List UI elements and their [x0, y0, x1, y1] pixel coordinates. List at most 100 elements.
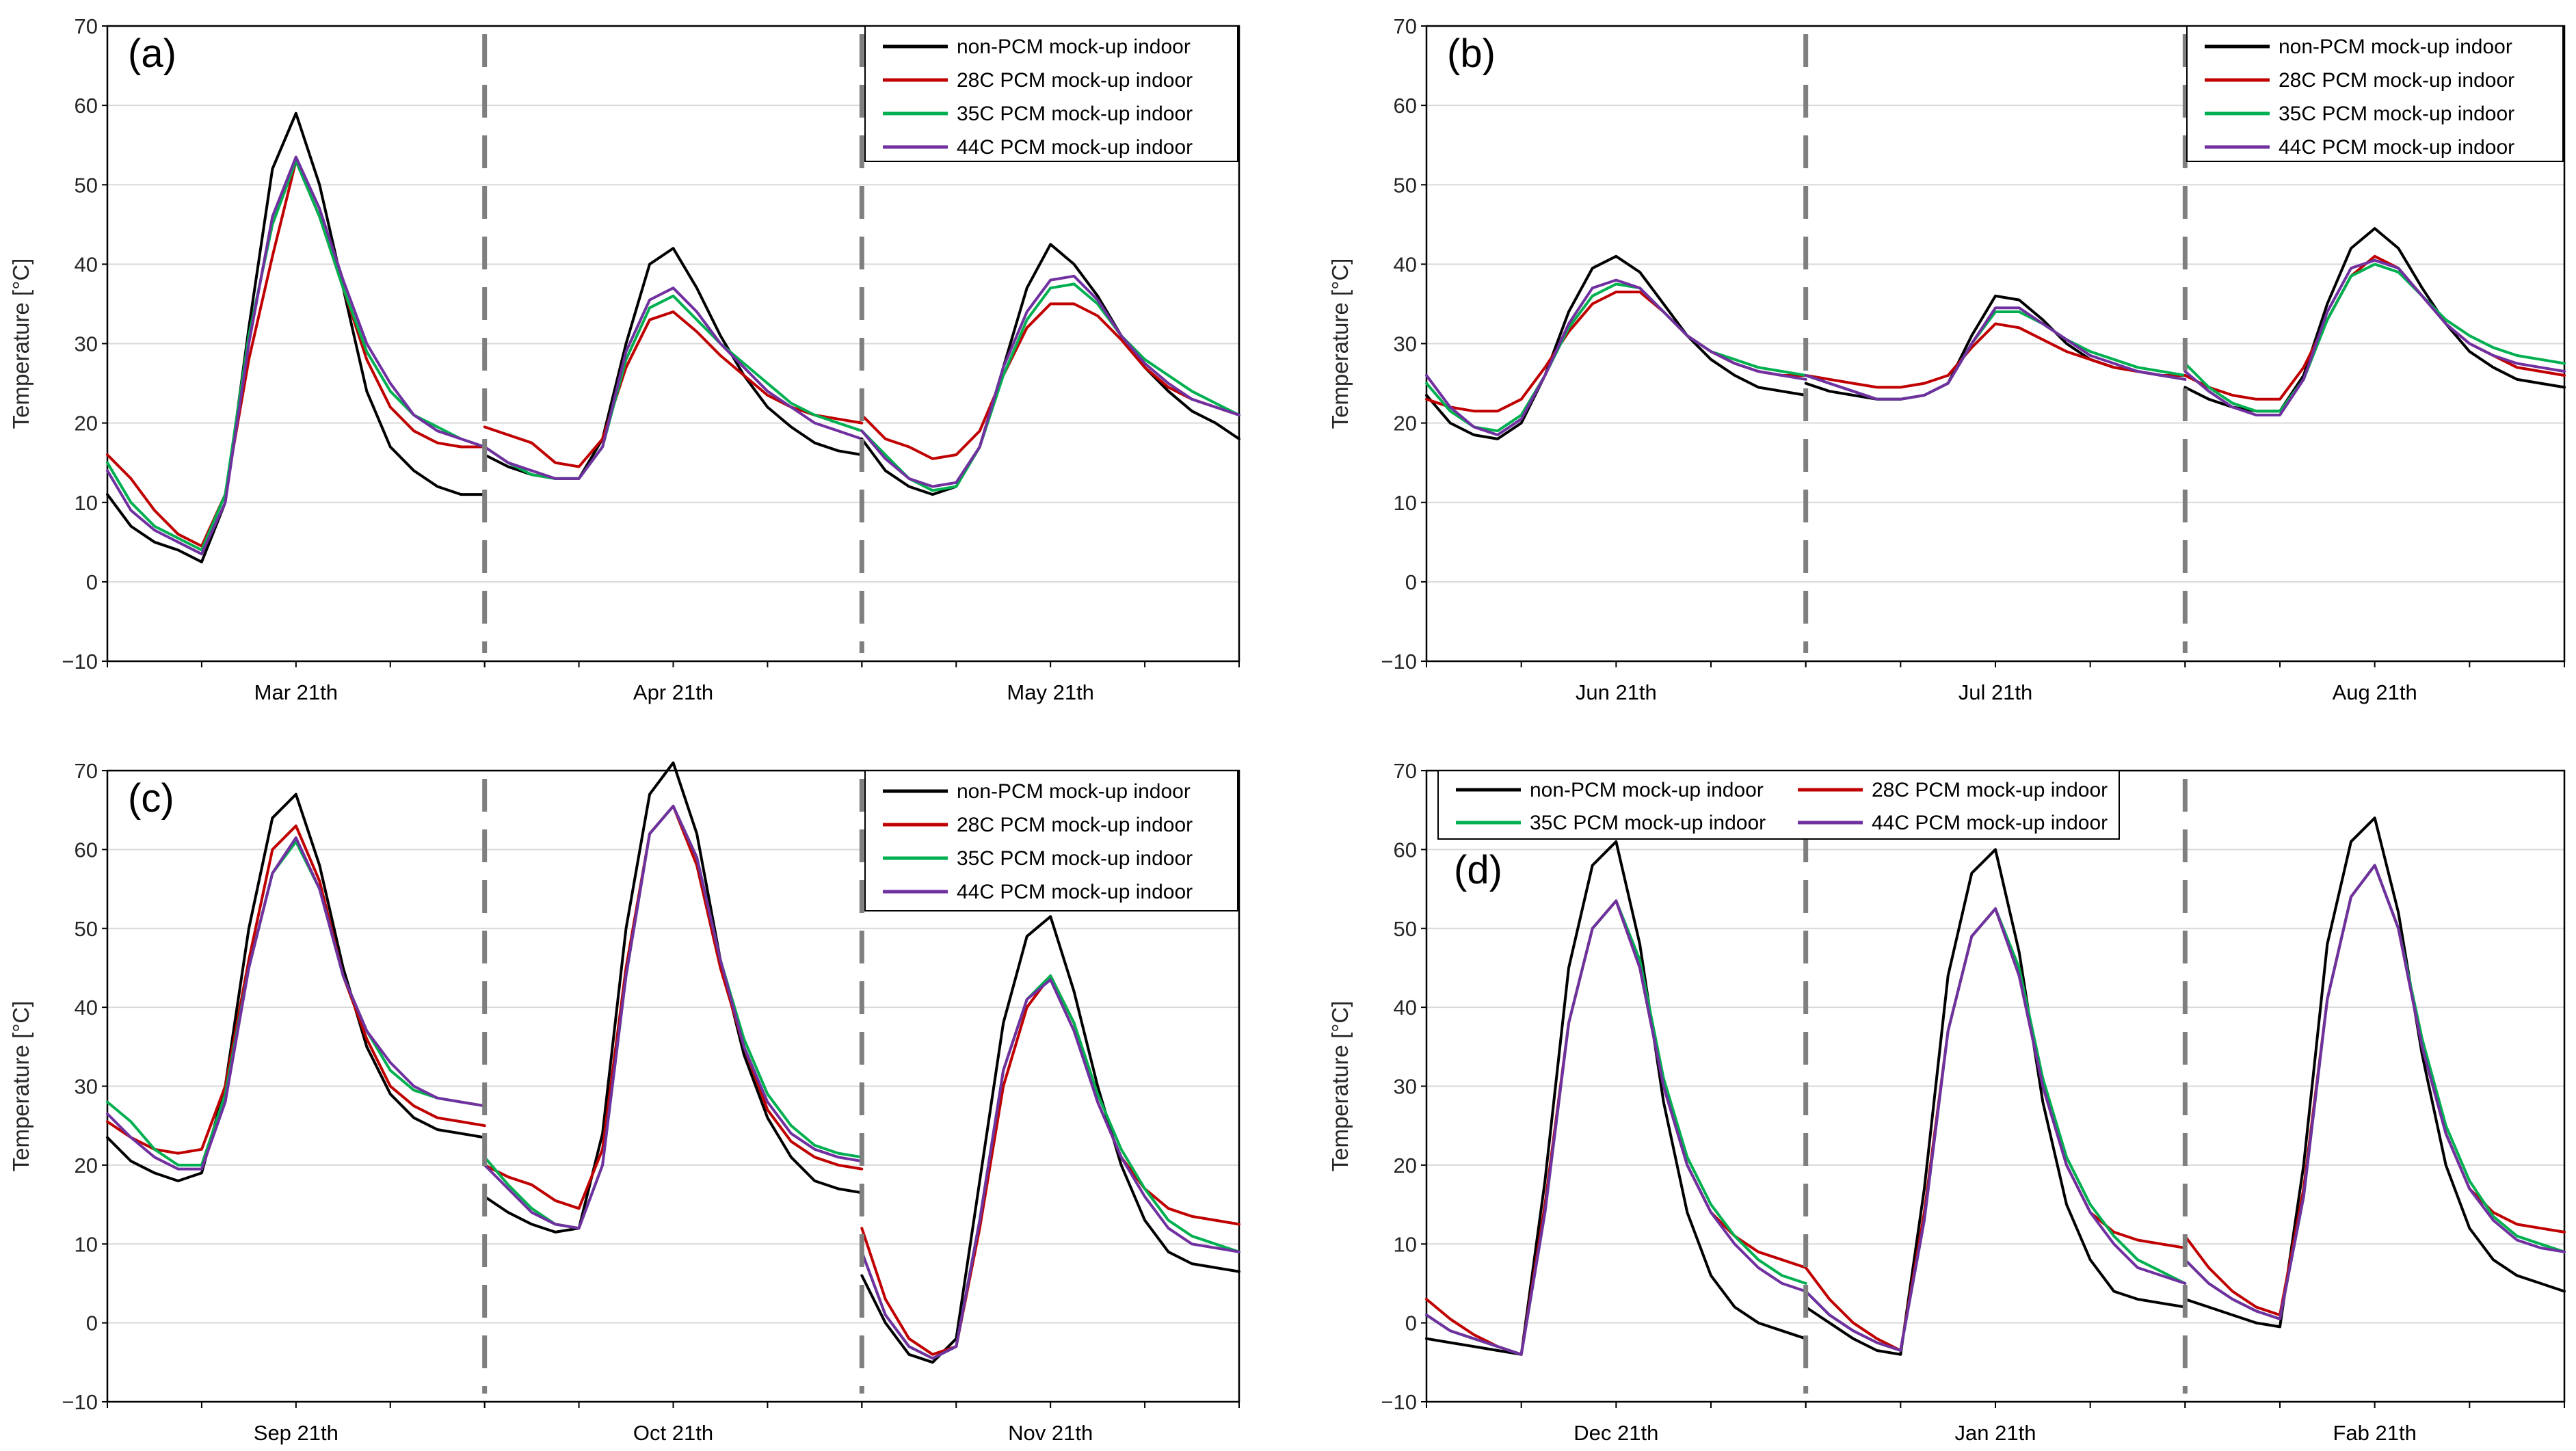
- axes-frame: [1425, 25, 2566, 663]
- panel-label: (b): [1447, 31, 1496, 76]
- y-tick-label: 40: [75, 996, 98, 1020]
- legend-label-28c: 28C PCM mock-up indoor: [1872, 779, 2108, 801]
- series-line-non-pcm: [860, 915, 1240, 1364]
- series-line-non-pcm: [860, 243, 1240, 496]
- legend-label-28c: 28C PCM mock-up indoor: [957, 814, 1193, 836]
- series-line-28c: [106, 159, 486, 548]
- y-tick-label: 40: [1394, 252, 1417, 276]
- x-tick-label: Jun 21th: [1576, 680, 1657, 704]
- y-tick-label: 30: [75, 332, 98, 356]
- panel-label: (a): [128, 31, 176, 76]
- series-line-non-pcm: [1425, 254, 1807, 440]
- x-tick-label: Jul 21th: [1958, 680, 2033, 704]
- legend-label-44c: 44C PCM mock-up indoor: [957, 136, 1193, 159]
- y-tick-label: 70: [1394, 14, 1417, 38]
- series-line-non-pcm: [106, 793, 486, 1182]
- y-tick-label: −10: [62, 1390, 98, 1414]
- y-tick-label: 50: [75, 173, 98, 197]
- y-tick-label: 50: [75, 917, 98, 941]
- series-line-44c: [1425, 899, 1807, 1356]
- legend-label-non-pcm: non-PCM mock-up indoor: [2279, 36, 2512, 58]
- series-line-44c: [483, 804, 864, 1230]
- series-line-35c: [106, 159, 486, 552]
- series-line-44c: [483, 287, 864, 480]
- y-tick-label: 0: [1405, 1312, 1417, 1335]
- y-tick-label: 20: [1394, 1154, 1417, 1177]
- legend-label-44c: 44C PCM mock-up indoor: [2279, 136, 2514, 159]
- y-tick-label: 0: [86, 1312, 98, 1335]
- legend-label-non-pcm: non-PCM mock-up indoor: [957, 780, 1191, 803]
- legend-box: [864, 25, 1238, 162]
- y-axis-label: Temperature [°C]: [1327, 258, 1353, 429]
- panel-label: (c): [128, 776, 174, 821]
- series-line-non-pcm: [483, 761, 864, 1234]
- y-tick-label: 20: [75, 1154, 98, 1177]
- series-line-35c: [860, 282, 1240, 492]
- y-axis-label: Temperature [°C]: [8, 1001, 34, 1172]
- series-line-35c: [106, 840, 486, 1167]
- legend-label-35c: 35C PCM mock-up indoor: [2279, 103, 2514, 125]
- series-line-28c: [2183, 864, 2566, 1317]
- legend-box: [864, 770, 1238, 911]
- y-tick-label: 50: [1394, 917, 1417, 941]
- series-line-44c: [1804, 907, 2187, 1352]
- series-line-non-pcm: [1425, 840, 1807, 1356]
- legend-label-35c: 35C PCM mock-up indoor: [957, 847, 1193, 870]
- x-tick-label: Jan 21th: [1955, 1421, 2036, 1445]
- y-tick-label: −10: [1381, 650, 1417, 674]
- axes-frame: [106, 25, 1240, 663]
- series-line-non-pcm: [2183, 816, 2566, 1329]
- series-line-44c: [1425, 278, 1807, 436]
- y-tick-label: 30: [1394, 332, 1417, 356]
- series-line-44c: [2183, 258, 2566, 416]
- legend-label-35c: 35C PCM mock-up indoor: [1530, 812, 1766, 834]
- legend-label-44c: 44C PCM mock-up indoor: [1872, 812, 2108, 834]
- y-tick-label: 70: [1394, 759, 1417, 783]
- x-tick-label: Fab 21th: [2333, 1421, 2416, 1445]
- y-tick-label: 40: [75, 252, 98, 276]
- series-line-non-pcm: [1804, 848, 2187, 1356]
- y-tick-label: 30: [1394, 1075, 1417, 1099]
- series-line-35c: [1804, 907, 2187, 1352]
- series-line-28c: [1804, 322, 2187, 389]
- y-tick-label: 60: [1394, 94, 1417, 118]
- legend-label-28c: 28C PCM mock-up indoor: [957, 69, 1193, 92]
- series-line-non-pcm: [483, 247, 864, 480]
- panel-label: (d): [1454, 848, 1502, 892]
- x-tick-label: Aug 21th: [2333, 680, 2417, 704]
- series-line-44c: [106, 155, 486, 556]
- y-tick-label: 20: [1394, 412, 1417, 436]
- legend-label-non-pcm: non-PCM mock-up indoor: [957, 36, 1191, 58]
- y-tick-label: 10: [1394, 491, 1417, 515]
- series-line-35c: [860, 974, 1240, 1360]
- series-line-44c: [2183, 864, 2566, 1320]
- series-line-non-pcm: [106, 111, 486, 563]
- y-tick-label: 10: [75, 491, 98, 515]
- x-tick-label: Mar 21th: [254, 680, 338, 704]
- x-tick-label: Sep 21th: [254, 1421, 338, 1445]
- legend-box: [1437, 770, 2120, 840]
- y-axis-label: Temperature [°C]: [8, 258, 34, 429]
- plot-area: −10 0 10 20 30 40 50 60 70: [1381, 759, 2566, 1414]
- series-line-28c: [1425, 291, 1807, 413]
- y-tick-label: 70: [75, 759, 98, 783]
- series-line-28c: [2183, 254, 2566, 401]
- legend-box: [2186, 25, 2564, 162]
- axes-frame: [106, 769, 1240, 1403]
- legend-label-28c: 28C PCM mock-up indoor: [2279, 69, 2514, 92]
- series-line-28c: [1804, 907, 2187, 1352]
- series-line-28c: [483, 310, 864, 468]
- series-line-35c: [1425, 899, 1807, 1356]
- x-tick-label: Apr 21th: [633, 680, 713, 704]
- legend-label-35c: 35C PCM mock-up indoor: [957, 103, 1193, 125]
- series-line-44c: [1804, 306, 2187, 401]
- y-tick-label: 60: [75, 838, 98, 862]
- y-tick-label: 20: [75, 412, 98, 436]
- y-tick-label: 60: [1394, 838, 1417, 862]
- series-line-28c: [860, 302, 1240, 460]
- series-line-44c: [860, 274, 1240, 488]
